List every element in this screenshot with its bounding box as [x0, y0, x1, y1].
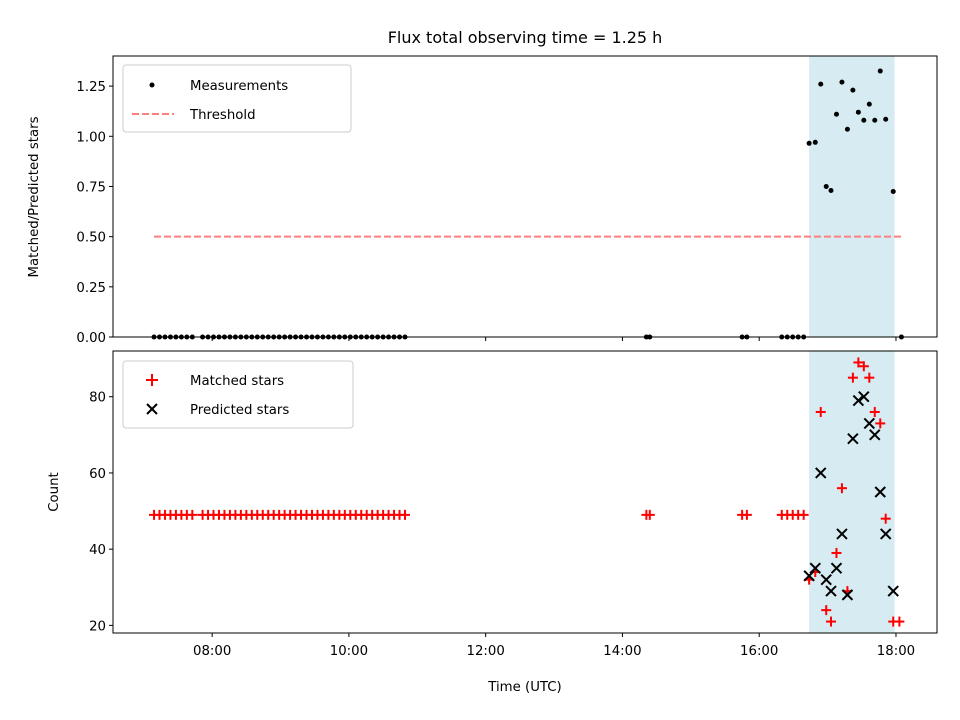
matched-star-point-69 [880, 513, 891, 524]
legend-matched-label: Matched stars [190, 374, 284, 389]
legend-predicted-label: Predicted stars [190, 403, 289, 418]
predicted-star-point-0 [803, 570, 815, 582]
measurement-point-55 [806, 140, 812, 146]
top-panel: 0.00 0.25 0.50 0.75 1.00 1.25 Matched/Predict… [27, 55, 938, 346]
x-tick-label-1: 10:00 [330, 644, 368, 659]
x-tick-label-5: 18:00 [877, 644, 915, 659]
chart-title: Flux total observing time = 1.25 h [388, 28, 663, 47]
matched-star-point-61 [836, 483, 847, 494]
measurement-point-58 [823, 183, 829, 189]
bottom-y-tick-label-1: 40 [89, 543, 106, 558]
top-y-axis: 0.00 0.25 0.50 0.75 1.00 1.25 [76, 80, 113, 346]
matched-star-point-60 [831, 547, 842, 558]
measurement-point-57 [818, 81, 824, 87]
legend-predicted-marker [146, 403, 158, 415]
matched-star-point-59 [826, 616, 837, 627]
measurement-point-68 [877, 68, 883, 74]
bottom-y-tick-label-3: 80 [89, 391, 106, 406]
legend-threshold-label: Threshold [189, 108, 256, 123]
matched-star-point-47 [644, 509, 655, 520]
bottom-plot-frame [112, 350, 938, 634]
predicted-star-point-11 [863, 417, 876, 430]
predicted-star-point-3 [820, 573, 832, 586]
top-y-axis-label: Matched/Predicted stars [27, 116, 42, 277]
matched-star-point-49 [741, 509, 752, 520]
matched-star-point-71 [894, 616, 905, 627]
bottom-legend-box [122, 360, 354, 429]
bottom-marks [149, 357, 905, 627]
measurement-point-59 [828, 187, 834, 193]
bottom-legend: Matched stars Predicted stars [122, 360, 354, 429]
measurement-point-70 [890, 188, 896, 194]
predicted-star-point-12 [869, 429, 881, 441]
x-tick-label-0: 08:00 [193, 644, 231, 659]
matched-star-point-68 [875, 418, 886, 429]
top-y-tick-label-0: 0.00 [76, 331, 106, 346]
bottom-y-tick-label-2: 60 [89, 467, 106, 482]
measurement-point-66 [866, 101, 872, 107]
measurement-point-63 [850, 87, 856, 93]
bottom-y-axis-label: Count [47, 472, 62, 512]
top-y-tick-label-4: 1.00 [76, 130, 106, 145]
top-x-axis-ticks [211, 337, 897, 341]
matched-star-point-45 [399, 509, 410, 520]
measurement-point-65 [861, 117, 867, 123]
top-y-tick-label-5: 1.25 [76, 80, 106, 95]
matched-star-point-63 [847, 372, 858, 383]
bottom-y-tick-label-0: 20 [89, 619, 106, 634]
matched-star-point-57 [815, 406, 826, 417]
top-legend-box [122, 64, 352, 133]
top-y-tick-label-1: 0.25 [76, 281, 106, 296]
bottom-y-axis: 20 40 60 80 [89, 391, 113, 634]
predicted-star-point-2 [815, 467, 827, 479]
predicted-star-point-1 [809, 562, 821, 574]
top-legend: Measurements Threshold [122, 64, 352, 133]
measurement-point-67 [872, 117, 878, 123]
measurement-point-62 [844, 126, 850, 132]
measurement-point-61 [839, 79, 845, 85]
legend-measurements-label: Measurements [190, 79, 288, 94]
predicted-star-point-9 [852, 394, 865, 407]
predicted-star-point-4 [825, 585, 837, 597]
measurement-point-60 [833, 111, 839, 117]
predicted-star-point-15 [887, 585, 899, 597]
x-tick-label-2: 12:00 [467, 644, 505, 659]
matched-star-point-64 [853, 357, 864, 368]
matched-star-point-65 [858, 361, 869, 372]
measurement-point-64 [855, 109, 861, 115]
top-y-tick-label-2: 0.50 [76, 231, 106, 246]
measurement-point-69 [883, 116, 889, 122]
predicted-star-point-14 [880, 528, 892, 540]
bottom-x-axis: 08:00 10:00 12:00 14:00 16:00 18:00 [193, 633, 915, 659]
legend-measurements-marker [149, 82, 155, 88]
x-tick-label-4: 16:00 [740, 644, 778, 659]
x-tick-label-3: 14:00 [603, 644, 641, 659]
predicted-star-point-6 [836, 528, 848, 540]
matched-star-point-58 [821, 605, 832, 616]
predicted-star-point-5 [830, 562, 843, 574]
x-axis-label: Time (UTC) [487, 680, 562, 695]
top-y-tick-label-3: 0.75 [76, 180, 106, 195]
matched-star-point-66 [864, 372, 875, 383]
legend-matched-marker [146, 374, 158, 386]
measurement-point-56 [812, 139, 818, 145]
matched-star-point-54 [798, 509, 809, 520]
predicted-star-point-8 [847, 432, 859, 445]
top-observing-window-shade [809, 56, 895, 337]
predicted-star-point-7 [841, 589, 854, 601]
top-plot-frame [112, 55, 938, 338]
matched-star-point-67 [869, 406, 880, 417]
predicted-star-point-13 [874, 486, 886, 498]
predicted-star-point-10 [858, 391, 870, 403]
matched-star-point-7 [187, 509, 198, 520]
